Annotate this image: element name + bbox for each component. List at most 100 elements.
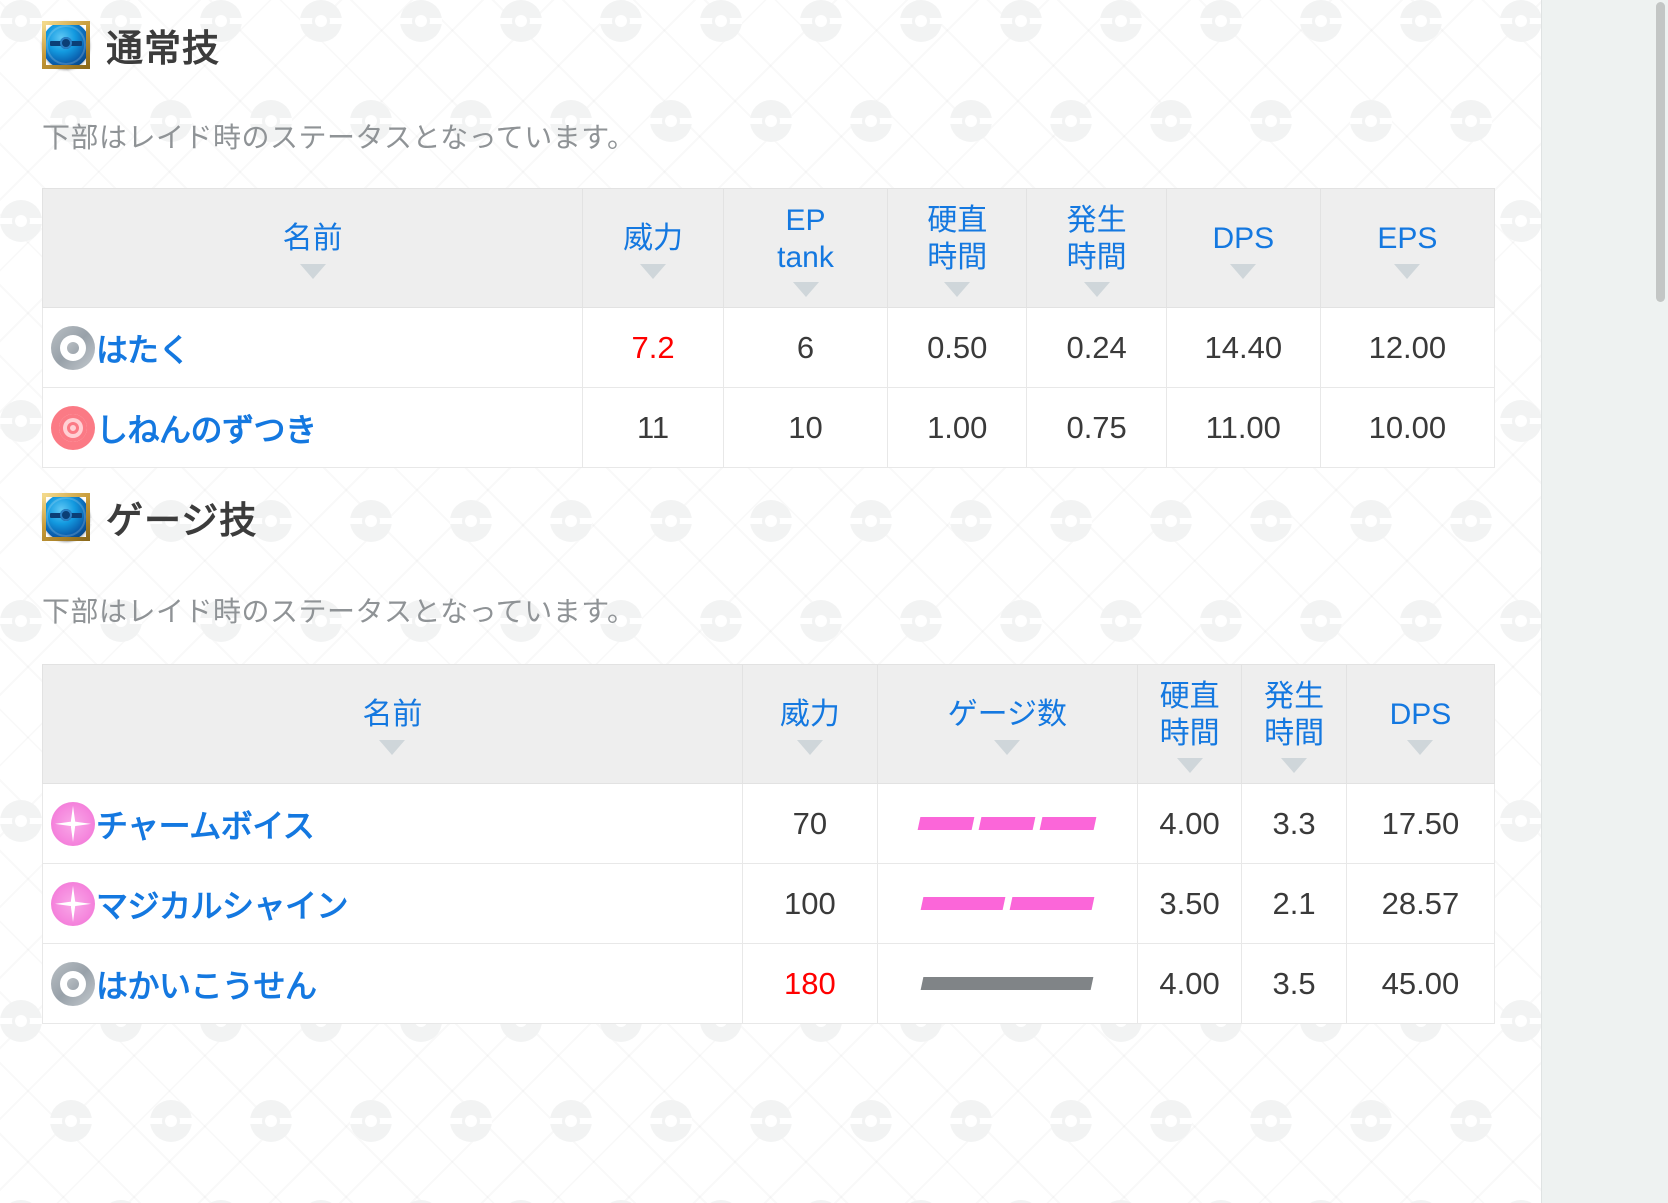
pokeball-watermark-tile (750, 1100, 792, 1142)
pokeball-watermark-tile (350, 1100, 392, 1142)
move-ep-tank-cell: 10 (722, 387, 889, 469)
move-dps-cell: 11.00 (1165, 387, 1321, 469)
column-header-label: 発生 (1264, 680, 1325, 714)
move-startup-cell: 3.3 (1241, 783, 1347, 865)
moves-table-charge-moves: 名前 威力 ゲージ数 硬直 時間 発生 時間 DPS チャームボイス 70 4.00 3.3 17.50… (42, 664, 1496, 1025)
move-name-link[interactable]: はかいこうせん (96, 967, 317, 1004)
column-header-label: EPS (1377, 222, 1438, 256)
column-header-ゲージ数[interactable]: ゲージ数 (876, 664, 1138, 785)
pokeball-watermark-tile (550, 1100, 592, 1142)
column-header-label: ゲージ数 (947, 698, 1068, 732)
sort-caret-down-icon[interactable] (299, 263, 326, 279)
sort-caret-down-icon[interactable] (944, 282, 971, 298)
section-fast-moves: 通常技下部はレイド時のステータスとなっています。名前 威力 EP tank 硬直 時間 発生… (0, 0, 1541, 469)
move-gauge-cell (876, 943, 1138, 1025)
pokeball-watermark-tile (1050, 1100, 1092, 1142)
move-name-cell[interactable]: はたく (41, 307, 584, 389)
move-dps-cell: 17.50 (1345, 783, 1496, 865)
sort-caret-down-icon[interactable] (1176, 758, 1203, 774)
pokeball-watermark-tile (1150, 1100, 1192, 1142)
column-header-label: 威力 (623, 222, 684, 256)
section-note: 下部はレイド時のステータスとなっています。 (42, 596, 636, 628)
column-header-名前[interactable]: 名前 (41, 187, 584, 309)
move-ep-tank-cell: 6 (722, 307, 889, 389)
column-header-label: 名前 (282, 222, 343, 256)
sort-caret-down-icon[interactable] (792, 282, 819, 298)
column-header-DPS[interactable]: DPS (1165, 187, 1321, 309)
move-dps-cell: 45.00 (1345, 943, 1496, 1025)
column-header-威力[interactable]: 威力 (582, 187, 724, 309)
sort-caret-down-icon[interactable] (1083, 282, 1110, 298)
pokeball-watermark-tile (1450, 1100, 1492, 1142)
move-cooldown-cell: 1.00 (887, 387, 1028, 469)
column-header-label: 名前 (362, 698, 423, 732)
table-row[interactable]: しねんのずつき 11 10 1.00 0.75 11.00 10.00 (41, 387, 1496, 469)
psychic-type-icon (51, 405, 95, 450)
sort-caret-down-icon[interactable] (796, 740, 823, 756)
pokemon-go-badge-icon (42, 21, 90, 69)
move-power-cell: 70 (741, 783, 878, 865)
table-wrapper-charge-moves: 名前 威力 ゲージ数 硬直 時間 発生 時間 DPS チャームボイス 70 4.00 3.3 17.50… (0, 664, 1541, 1025)
table-row[interactable]: はかいこうせん 180 4.00 3.5 45.00 (42, 943, 1496, 1025)
column-header-label: 時間 (1264, 716, 1325, 750)
move-name-link[interactable]: チャームボイス (96, 807, 315, 844)
move-name-link[interactable]: はたく (96, 331, 190, 368)
move-cooldown-cell: 3.50 (1136, 863, 1243, 945)
column-header-label: 時間 (1066, 240, 1127, 274)
sort-caret-down-icon[interactable] (640, 263, 667, 279)
column-header-威力[interactable]: 威力 (741, 664, 878, 785)
column-header-EP tank[interactable]: EP tank (722, 187, 889, 309)
column-header-硬直時間[interactable]: 硬直 時間 (887, 187, 1028, 309)
column-header-label: 時間 (927, 240, 988, 274)
section-title: 通常技 (106, 28, 220, 69)
gauge-segment (978, 817, 1036, 831)
sort-caret-down-icon[interactable] (1407, 740, 1434, 756)
pokeball-watermark-tile (50, 1100, 92, 1142)
gauge-segment (917, 817, 975, 831)
move-name-cell[interactable]: チャームボイス (42, 783, 743, 865)
column-header-名前[interactable]: 名前 (42, 664, 743, 785)
move-name-link[interactable]: マジカルシャイン (96, 887, 349, 924)
table-row[interactable]: はたく 7.2 6 0.50 0.24 14.40 12.00 (41, 307, 1496, 389)
move-name-cell[interactable]: マジカルシャイン (42, 863, 743, 945)
table-row[interactable]: チャームボイス 70 4.00 3.3 17.50 (42, 783, 1496, 865)
sort-caret-down-icon[interactable] (379, 740, 406, 756)
gauge-bar (884, 897, 1131, 911)
move-dps-cell: 14.40 (1165, 307, 1321, 389)
column-header-EPS[interactable]: EPS (1319, 187, 1496, 309)
column-header-label: DPS (1212, 222, 1275, 256)
table-header-row: 名前 威力 EP tank 硬直 時間 発生 時間 DPS EPS (41, 187, 1496, 309)
column-header-DPS[interactable]: DPS (1345, 664, 1496, 785)
move-name-link[interactable]: しねんのずつき (96, 411, 317, 448)
column-header-label: 威力 (779, 698, 840, 732)
sort-caret-down-icon[interactable] (1281, 758, 1308, 774)
sort-caret-down-icon[interactable] (1230, 263, 1257, 279)
move-power-cell: 180 (741, 943, 878, 1025)
move-cooldown-cell: 4.00 (1136, 783, 1243, 865)
column-header-label: EP (785, 204, 826, 237)
table-header-row: 名前 威力 ゲージ数 硬直 時間 発生 時間 DPS (42, 664, 1496, 785)
move-eps-cell: 12.00 (1319, 307, 1496, 389)
column-header-硬直時間[interactable]: 硬直 時間 (1136, 664, 1243, 785)
pokeball-watermark-tile (150, 1100, 192, 1142)
column-header-発生時間[interactable]: 発生 時間 (1241, 664, 1347, 785)
move-name-cell[interactable]: しねんのずつき (41, 387, 584, 469)
fairy-type-icon (51, 881, 95, 926)
move-power-cell: 100 (741, 863, 878, 945)
table-wrapper-fast-moves: 名前 威力 EP tank 硬直 時間 発生 時間 DPS EPS はたく 7.2 6 0.50 0.24 1… (0, 187, 1541, 469)
normal-type-icon (51, 961, 95, 1006)
move-startup-cell: 2.1 (1241, 863, 1347, 945)
sort-caret-down-icon[interactable] (994, 740, 1021, 756)
column-header-発生時間[interactable]: 発生 時間 (1026, 187, 1167, 309)
section-title: ゲージ技 (106, 500, 258, 542)
column-header-label: 硬直 (1159, 680, 1220, 714)
move-cooldown-cell: 4.00 (1136, 943, 1243, 1025)
section-note: 下部はレイド時のステータスとなっています。 (42, 122, 636, 153)
move-name-cell[interactable]: はかいこうせん (42, 943, 743, 1025)
table-row[interactable]: マジカルシャイン 100 3.50 2.1 28.57 (42, 863, 1496, 945)
pokeball-watermark-tile (650, 1100, 692, 1142)
sort-caret-down-icon[interactable] (1394, 263, 1421, 279)
fairy-type-icon (51, 801, 95, 846)
vertical-scrollbar-thumb[interactable] (1656, 2, 1665, 302)
move-startup-cell: 0.75 (1026, 387, 1167, 469)
